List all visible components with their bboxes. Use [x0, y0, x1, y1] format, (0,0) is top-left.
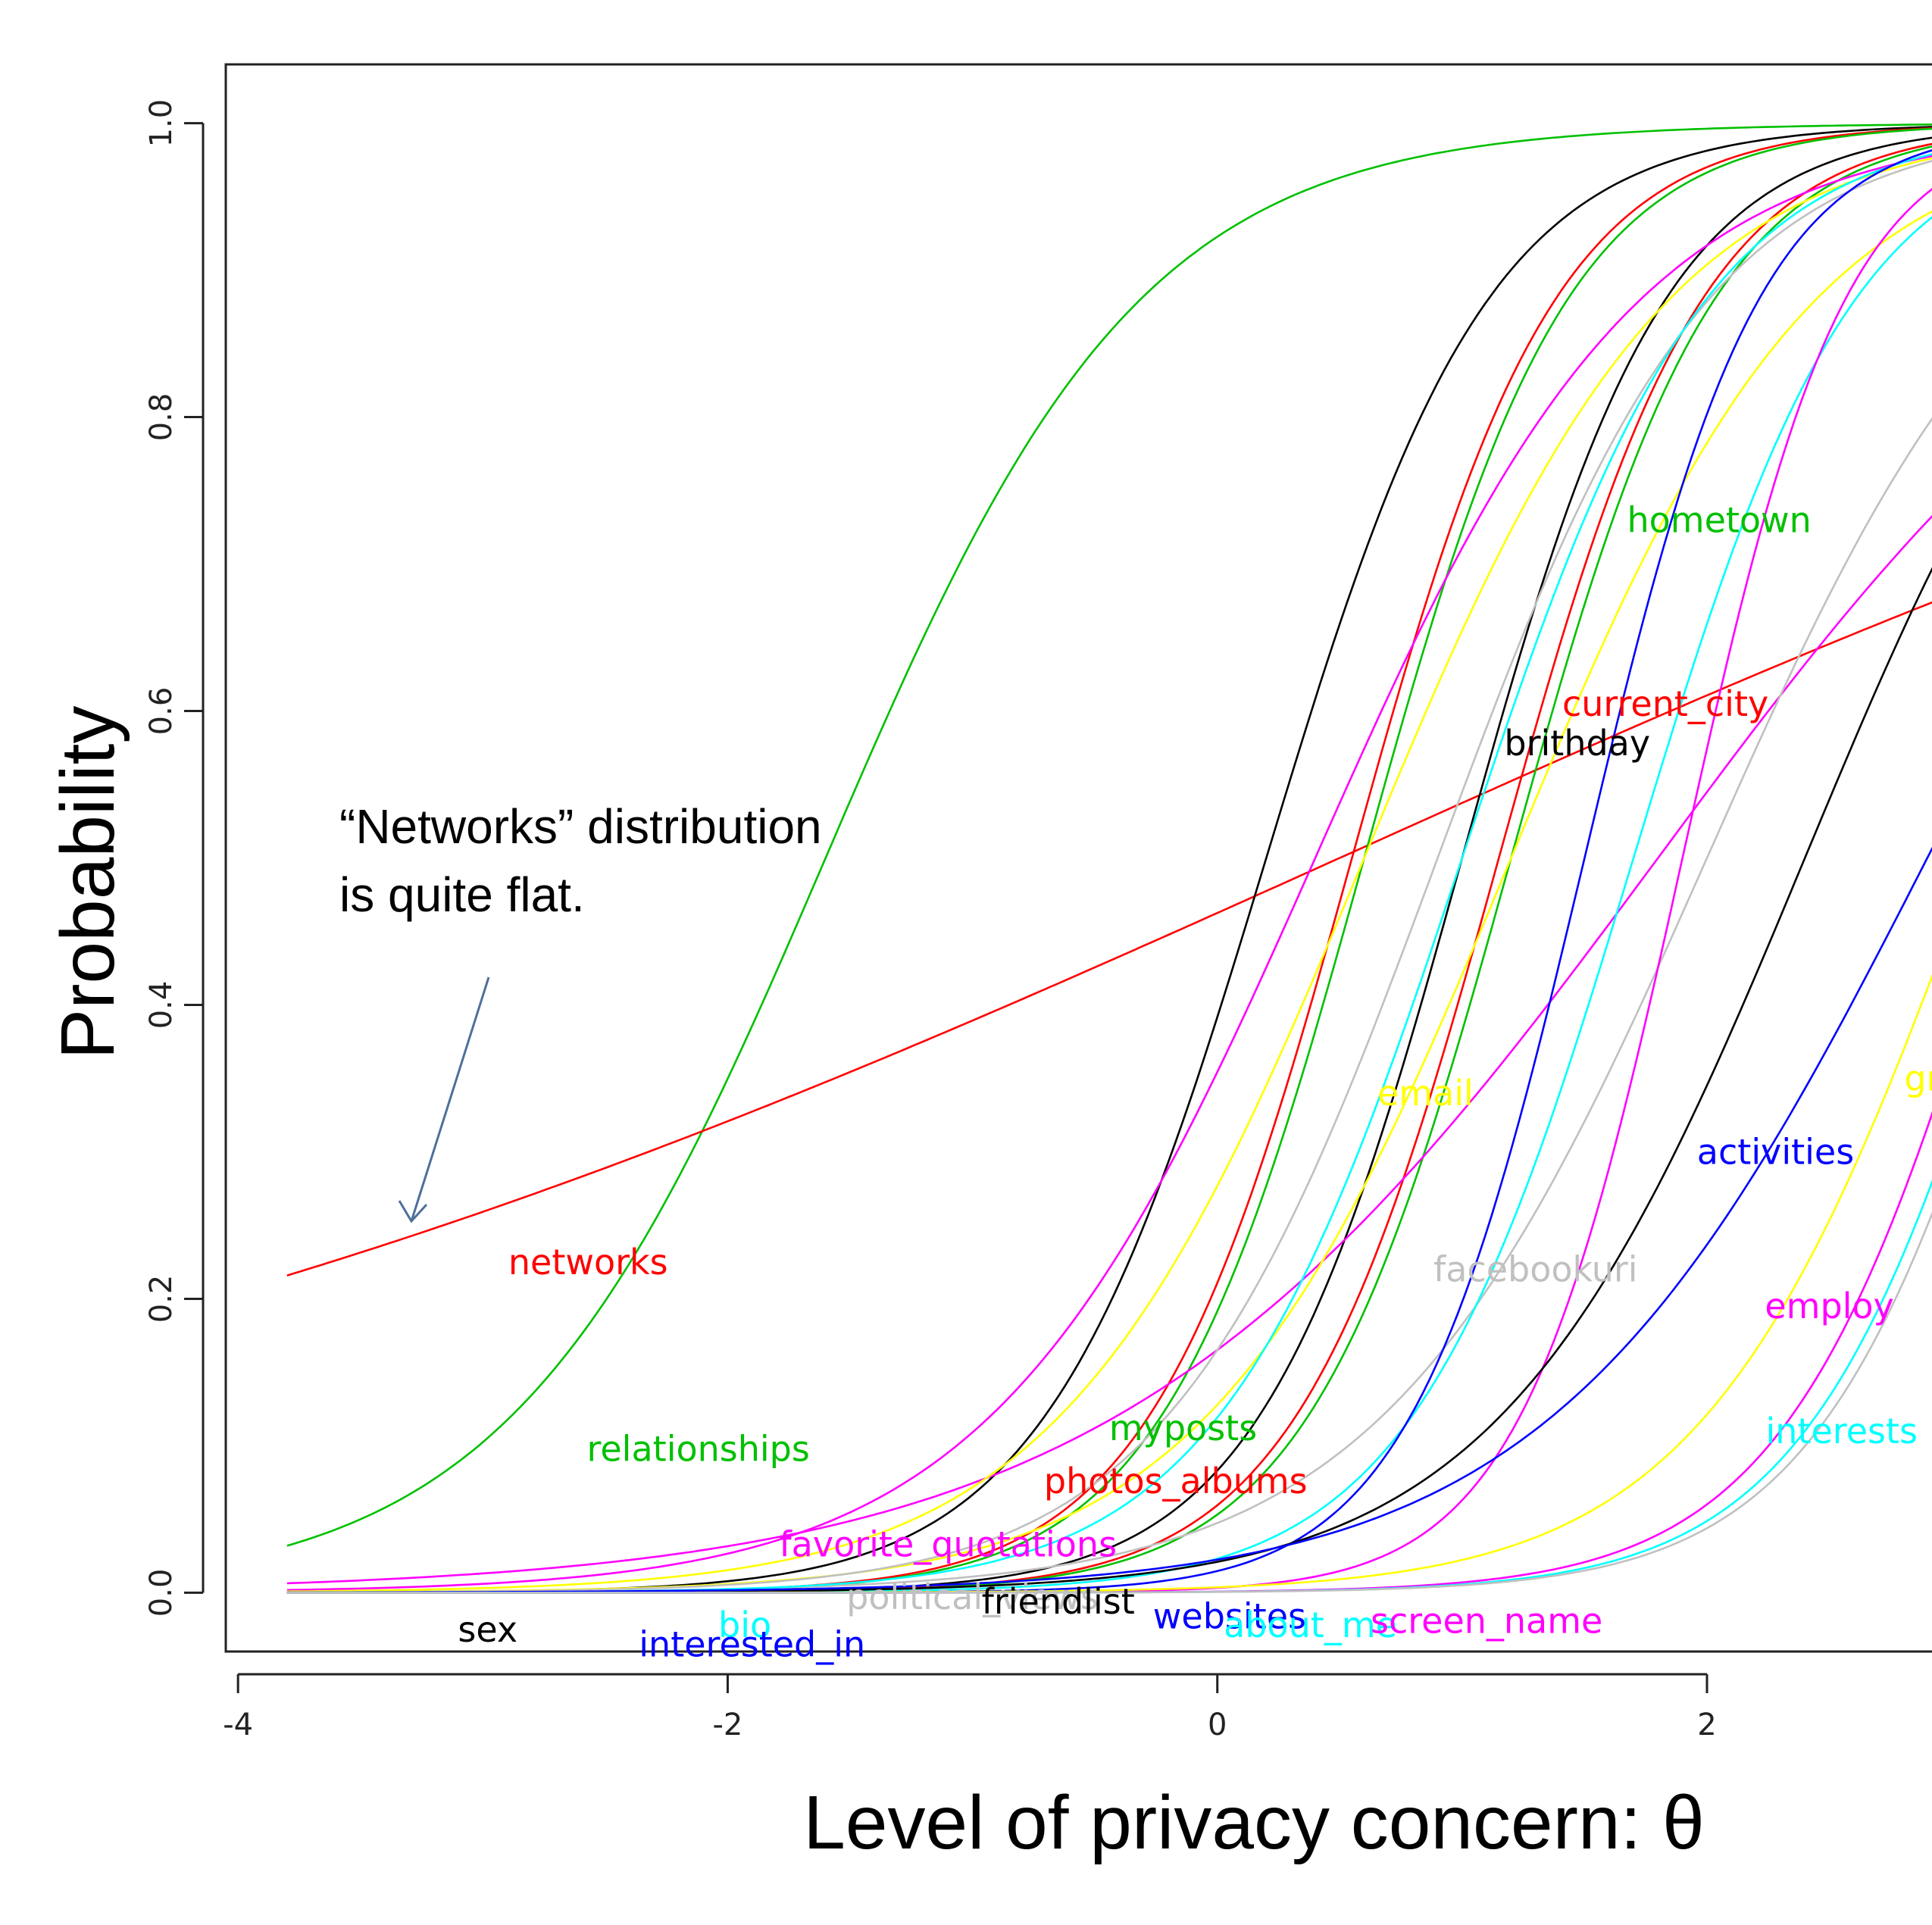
curve-label-relationships: relationships	[586, 1428, 809, 1469]
y-tick-label: 1.0	[144, 99, 179, 148]
curve-label-interests: interests	[1766, 1411, 1918, 1452]
curve-label-bio: bio	[718, 1605, 771, 1645]
annotation-line-1: “Networks” distribution	[339, 799, 822, 854]
curve-label-networks: networks	[508, 1242, 668, 1283]
y-axis: 0.0 0.2 0.4 0.6 0.8 1.0	[144, 99, 205, 1617]
x-axis-title: Level of privacy concern: θ	[803, 1780, 1705, 1865]
x-tick-label: 2	[1697, 1708, 1716, 1742]
curve-label-employ: employ	[1765, 1286, 1893, 1327]
series-line-3	[286, 126, 1932, 1594]
y-tick-label: 0.4	[144, 981, 179, 1030]
series-line-10	[286, 514, 1932, 1585]
y-axis-title: Probability	[45, 706, 130, 1060]
curve-label-hometown: hometown	[1627, 499, 1811, 540]
x-tick-label: -2	[712, 1708, 742, 1742]
y-tick-label: 0.0	[144, 1569, 179, 1617]
x-axis: -4 -2 0 2	[223, 1673, 1717, 1742]
series-line-20	[286, 846, 1932, 1594]
curve-label-sex: sex	[458, 1609, 517, 1650]
plot-frame	[224, 63, 1932, 1653]
curve-label-activities: activities	[1697, 1131, 1854, 1172]
curves	[286, 123, 1932, 1594]
curve-label-myposts: myposts	[1109, 1408, 1257, 1448]
curve-label-interested-in: interested_in	[639, 1623, 865, 1664]
series-line-6	[286, 136, 1932, 1594]
curve-label-favorite-quotations: favorite_quotations	[779, 1523, 1117, 1564]
series-line-9	[286, 155, 1932, 1592]
curve-label-facebookuri: facebookuri	[1433, 1249, 1638, 1290]
annotation: “Networks” distribution is quite flat.	[339, 799, 822, 1223]
curve-label-political-views: political_views	[846, 1577, 1099, 1617]
annotation-arrow-head	[398, 1200, 428, 1223]
annotation-line-2: is quite flat.	[339, 867, 585, 922]
curve-label-websites: websites	[1153, 1595, 1306, 1636]
series-line-22	[286, 1111, 1932, 1594]
y-tick-label: 0.8	[144, 393, 179, 442]
x-tick-label: -4	[223, 1708, 253, 1742]
curve-label-brithday: brithday	[1504, 723, 1650, 764]
plot-border	[224, 63, 1932, 1653]
series-line-24	[286, 1211, 1932, 1594]
curve-label-friendlist: friendlist	[982, 1581, 1135, 1622]
series-line-1	[286, 123, 1932, 1547]
curve-label-screen-name: screen_name	[1371, 1600, 1602, 1641]
curve-label-email: email	[1377, 1073, 1474, 1114]
curve-label-current-city: current_city	[1562, 683, 1768, 724]
curve-label-about-me: about_me	[1224, 1605, 1397, 1645]
y-tick-label: 0.6	[144, 687, 179, 736]
y-tick-label: 0.2	[144, 1275, 179, 1323]
annotation-arrow	[410, 977, 490, 1222]
x-tick-label: 0	[1208, 1708, 1227, 1742]
series-line-13	[286, 160, 1932, 1594]
curve-label-photos-albums: photos_albums	[1044, 1461, 1308, 1502]
series-line-2	[286, 601, 1932, 1277]
curve-label-gr: gr	[1904, 1058, 1932, 1098]
series-line-11	[286, 157, 1932, 1592]
